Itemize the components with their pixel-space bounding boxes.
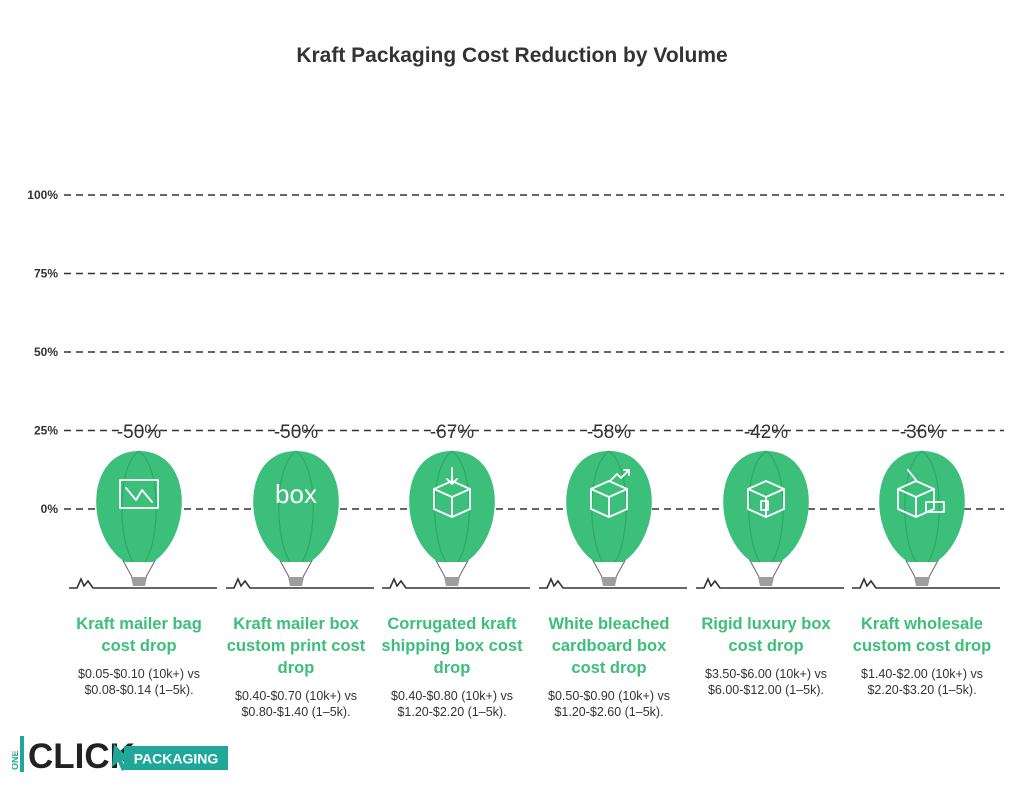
item-name: Kraft mailer box custom print cost drop bbox=[226, 615, 366, 677]
value-label: -50% bbox=[274, 422, 318, 443]
item-label: Kraft wholesale custom cost drop $1.40-$2… bbox=[847, 613, 997, 698]
item-label: Kraft mailer bag cost drop $0.05-$0.10 (1… bbox=[64, 613, 214, 698]
item-name: Corrugated kraft shipping box cost drop bbox=[381, 615, 523, 677]
ground-line bbox=[226, 577, 374, 589]
balloon-envelope bbox=[96, 451, 182, 562]
value-label: -50% bbox=[117, 422, 161, 443]
balloon-4: -58% bbox=[539, 422, 687, 589]
balloon-seam bbox=[904, 450, 940, 563]
envelope-icon bbox=[119, 479, 159, 509]
item-description: $0.40-$0.70 (10k+) vs $0.80-$1.40 (1–5k)… bbox=[235, 689, 357, 719]
item-description: $3.50-$6.00 (10k+) vs $6.00-$12.00 (1–5k… bbox=[705, 667, 827, 697]
item-description: $0.40-$0.80 (10k+) vs $1.20-$2.20 (1–5k)… bbox=[391, 689, 513, 719]
item-name: Kraft wholesale custom cost drop bbox=[852, 615, 992, 655]
ground-line bbox=[539, 577, 687, 589]
item-description: $0.50-$0.90 (10k+) vs $1.20-$2.60 (1–5k)… bbox=[548, 689, 670, 719]
value-label: -67% bbox=[430, 422, 474, 443]
y-tick-label: 75% bbox=[34, 267, 58, 281]
balloon-seam bbox=[121, 450, 157, 563]
value-label: -58% bbox=[587, 422, 631, 443]
item-label: Corrugated kraft shipping box cost drop $… bbox=[377, 613, 527, 720]
y-tick-label: 50% bbox=[34, 345, 58, 359]
wholesale-boxes-icon bbox=[897, 469, 945, 518]
balloon-6: -36% bbox=[852, 422, 1000, 589]
balloon-basket bbox=[914, 577, 930, 586]
item-description: $0.05-$0.10 (10k+) vs $0.08-$0.14 (1–5k)… bbox=[78, 667, 200, 697]
balloon-basket bbox=[601, 577, 617, 586]
balloon-basket bbox=[288, 577, 304, 586]
item-name: White bleached cardboard box cost drop bbox=[548, 615, 670, 677]
item-name: Rigid luxury box cost drop bbox=[701, 615, 831, 655]
y-tick-label: 0% bbox=[41, 502, 59, 516]
item-label: Rigid luxury box cost drop $3.50-$6.00 (1… bbox=[691, 613, 841, 698]
value-label: -42% bbox=[744, 422, 788, 443]
y-tick-label: 25% bbox=[34, 424, 58, 438]
balloon-basket bbox=[758, 577, 774, 586]
balloon-envelope bbox=[253, 451, 339, 562]
item-label: White bleached cardboard box cost drop $0… bbox=[534, 613, 684, 720]
balloon-3: -67% bbox=[382, 422, 530, 589]
ground-line bbox=[69, 577, 217, 589]
item-description: $1.40-$2.00 (10k+) vs $2.20-$3.20 (1–5k)… bbox=[861, 667, 983, 697]
ground-line bbox=[382, 577, 530, 589]
box-download-icon bbox=[433, 467, 471, 518]
chart-title: Kraft Packaging Cost Reduction by Volume bbox=[296, 44, 728, 67]
ground-line bbox=[696, 577, 844, 589]
value-label: -36% bbox=[900, 422, 944, 443]
balloon-1: -50% bbox=[69, 422, 217, 589]
svg-text:box: box bbox=[275, 479, 317, 509]
balloon-seam bbox=[278, 450, 314, 563]
y-tick-label: 100% bbox=[27, 188, 58, 202]
balloon-basket bbox=[444, 577, 460, 586]
ground-line bbox=[852, 577, 1000, 589]
balloon-5: -42% bbox=[696, 422, 844, 589]
logo-vertical-text: ONE bbox=[12, 750, 20, 770]
balloon-basket bbox=[131, 577, 147, 586]
brand-logo: ONE CLICK PACKAGING bbox=[12, 736, 228, 774]
box-text-icon: box bbox=[275, 479, 317, 509]
cursor-icon bbox=[112, 744, 130, 771]
luxury-box-icon bbox=[747, 480, 785, 518]
item-label: Kraft mailer box custom print cost drop $… bbox=[221, 613, 371, 720]
balloon-envelope bbox=[879, 451, 965, 562]
logo-tagline-text: PACKAGING bbox=[134, 751, 219, 767]
box-growth-icon bbox=[590, 469, 630, 518]
balloon-2: box -50% bbox=[226, 422, 374, 589]
item-name: Kraft mailer bag cost drop bbox=[76, 615, 202, 655]
